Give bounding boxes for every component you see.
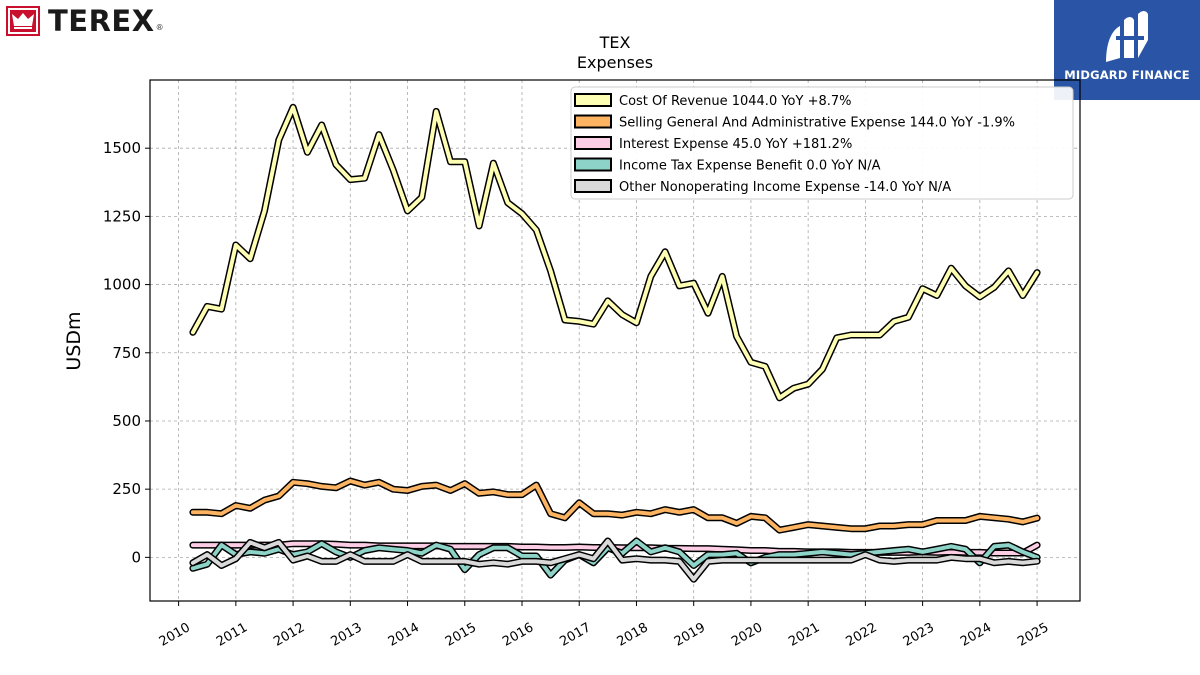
x-tick-label: 2025	[1015, 620, 1051, 650]
x-tick-label: 2018	[615, 620, 651, 650]
y-axis-label: USDm	[63, 311, 85, 370]
legend-label: Other Nonoperating Income Expense -14.0 …	[619, 180, 951, 195]
legend-swatch	[574, 114, 612, 129]
plot-frame	[149, 79, 1081, 602]
x-tick-label: 2010	[157, 620, 193, 650]
x-tick-label: 2019	[672, 620, 708, 650]
y-tick-label: 0	[131, 548, 141, 566]
chart-subtitle: Expenses	[577, 53, 653, 72]
series-line	[190, 105, 1040, 400]
registered-mark: ®	[155, 23, 164, 32]
y-tick-label: 1000	[103, 276, 141, 294]
series-line	[190, 539, 1040, 582]
brand-name: MIDGARD FINANCE	[1064, 68, 1190, 82]
x-tick-label: 2012	[271, 620, 307, 650]
legend: Cost Of Revenue 1044.0 YoY +8.7% Selling …	[570, 86, 1074, 200]
midgard-logo-icon	[1106, 11, 1148, 62]
legend-swatch	[574, 93, 612, 107]
terex-logo: TEREX ®	[6, 4, 164, 38]
midgard-finance-brand: MIDGARD FINANCE	[1054, 0, 1200, 100]
legend-label: Cost Of Revenue 1044.0 YoY +8.7%	[619, 94, 852, 109]
series-0	[189, 103, 1041, 402]
x-tick-label: 2020	[729, 620, 765, 650]
series-4	[189, 537, 1041, 583]
y-tick-label: 500	[112, 412, 141, 430]
x-tick-label: 2021	[786, 620, 822, 650]
series-layer	[189, 103, 1041, 583]
terex-logo-text: TEREX	[48, 4, 155, 38]
x-tick-label: 2011	[214, 620, 250, 650]
series-line	[190, 479, 1040, 533]
y-tick-label: 750	[112, 344, 141, 362]
legend-box	[570, 86, 1074, 200]
legend-swatch	[574, 136, 612, 150]
chart-title: TEX	[599, 33, 631, 52]
axis-ticks: 0 250 500 750 1000 1250 1500 2010 2011 2012 2013 20…	[103, 139, 1052, 650]
y-tick-label: 1500	[103, 139, 141, 157]
x-tick-label: 2017	[557, 620, 593, 650]
legend-label: Interest Expense 45.0 YoY +181.2%	[619, 137, 852, 152]
x-tick-label: 2024	[958, 620, 994, 650]
legend-label: Income Tax Expense Benefit 0.0 YoY N/A	[619, 159, 881, 174]
y-tick-label: 250	[112, 480, 141, 498]
series-1	[189, 477, 1041, 534]
legend-label: Selling General And Administrative Expen…	[619, 116, 1015, 131]
x-tick-label: 2013	[328, 620, 364, 650]
legend-swatch	[574, 157, 612, 172]
x-tick-label: 2015	[443, 620, 479, 650]
x-tick-label: 2014	[386, 620, 422, 650]
y-tick-label: 1250	[103, 207, 141, 225]
x-tick-label: 2022	[844, 620, 880, 650]
terex-crown-icon	[6, 6, 40, 36]
x-tick-label: 2016	[500, 620, 536, 650]
x-tick-label: 2023	[901, 620, 937, 650]
legend-swatch	[574, 179, 612, 193]
